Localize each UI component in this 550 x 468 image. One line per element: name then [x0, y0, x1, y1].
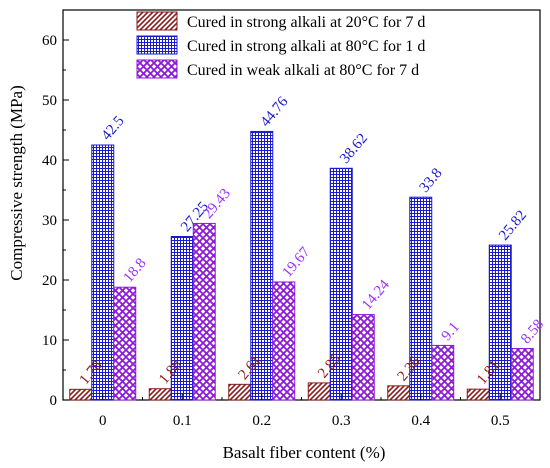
y-tick-label: 10	[42, 333, 57, 349]
legend-swatch	[136, 59, 178, 79]
bar-series-1	[466, 388, 490, 401]
data-label-series-2: 25.82	[496, 208, 530, 244]
legend: Cured in strong alkali at 20°C for 7 d Cu…	[136, 11, 425, 79]
y-axis-ticks: 0 10 20 30 40 50 60	[42, 33, 69, 409]
x-tick-label: 0.2	[252, 413, 271, 429]
y-tick-label: 20	[42, 273, 57, 289]
legend-swatch	[136, 35, 178, 55]
data-labels-group: 1.7842.518.81.8827.2529.432.6144.7619.67…	[77, 93, 548, 387]
bar-series-3	[113, 286, 137, 401]
bar-series-3	[431, 344, 455, 401]
x-axis-ticks: 0 0.1 0.2 0.3 0.4 0.5	[99, 394, 510, 429]
bar-series-3	[272, 281, 296, 401]
legend-label: Cured in strong alkali at 20°C for 7 d	[187, 14, 425, 31]
bar-series-3	[510, 348, 534, 401]
y-tick-label: 0	[50, 393, 58, 409]
y-tick-label: 50	[42, 93, 57, 109]
bar-series-1	[148, 388, 172, 401]
bar-series-1	[228, 383, 252, 401]
y-tick-label: 40	[42, 153, 57, 169]
data-label-series-3: 19.67	[280, 244, 314, 281]
bars-group	[69, 130, 534, 401]
data-label-series-2: 38.62	[337, 131, 371, 167]
bar-series-1	[307, 382, 331, 401]
legend-label: Cured in weak alkali at 80°C for 7 d	[187, 62, 419, 79]
bar-series-1	[387, 385, 411, 401]
data-label-series-2: 44.76	[258, 93, 292, 130]
data-label-series-3: 8.58	[518, 317, 547, 347]
data-label-series-2: 42.5	[99, 113, 128, 143]
y-tick-label: 60	[42, 33, 57, 49]
bar-series-3	[351, 314, 375, 401]
y-axis-label: Compressive strength (MPa)	[7, 85, 26, 280]
x-tick-label: 0	[99, 413, 107, 429]
legend-label: Cured in strong alkali at 80°C for 1 d	[187, 38, 425, 55]
x-tick-label: 0.1	[173, 413, 192, 429]
data-label-series-3: 9.1	[439, 319, 463, 344]
bar-series-1	[69, 388, 93, 401]
x-tick-label: 0.5	[491, 413, 510, 429]
x-tick-label: 0.3	[332, 413, 351, 429]
data-label-series-3: 14.24	[359, 277, 393, 314]
bar-series-3	[192, 222, 216, 401]
y-tick-label: 30	[42, 213, 57, 229]
data-label-series-2: 33.8	[417, 165, 446, 195]
data-label-series-3: 18.8	[121, 255, 150, 285]
x-axis-label: Basalt fiber content (%)	[223, 443, 386, 462]
legend-swatch	[136, 11, 178, 31]
x-tick-label: 0.4	[411, 413, 430, 429]
